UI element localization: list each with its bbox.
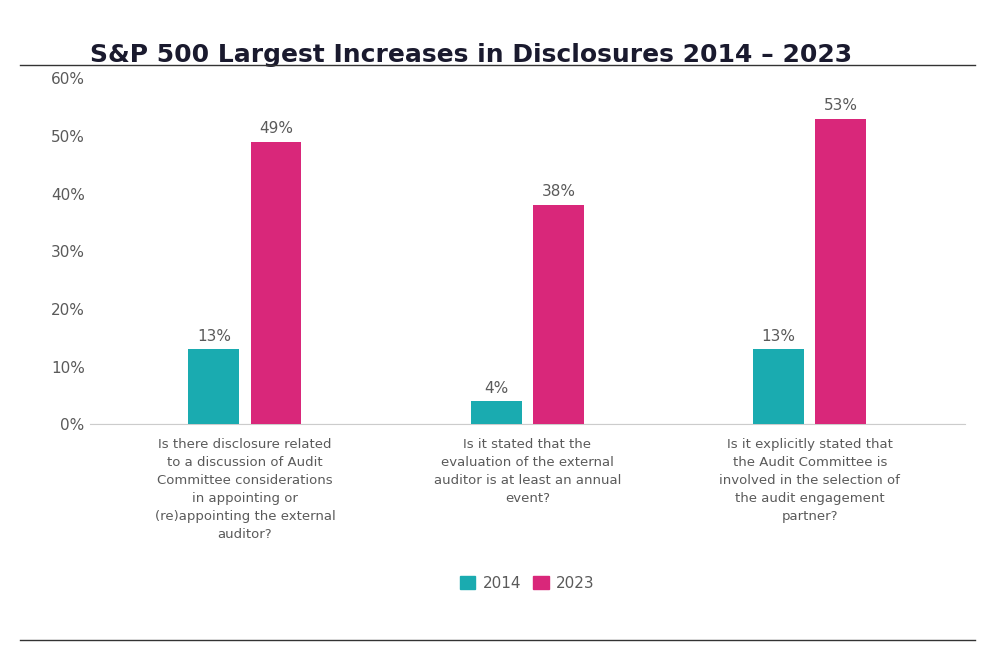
Text: S&P 500 Largest Increases in Disclosures 2014 – 2023: S&P 500 Largest Increases in Disclosures… [89, 42, 851, 67]
Bar [533, 205, 583, 424]
Bar [250, 142, 301, 424]
Legend: 2014, 2023: 2014, 2023 [453, 569, 600, 597]
Bar [815, 119, 866, 424]
Text: 53%: 53% [823, 98, 857, 113]
Text: 13%: 13% [197, 328, 231, 343]
Bar [752, 349, 803, 424]
Text: 38%: 38% [541, 185, 575, 199]
Bar [188, 349, 239, 424]
Text: 4%: 4% [484, 381, 508, 396]
Bar [470, 402, 521, 424]
Text: 49%: 49% [258, 121, 292, 136]
Text: 13%: 13% [761, 328, 795, 343]
